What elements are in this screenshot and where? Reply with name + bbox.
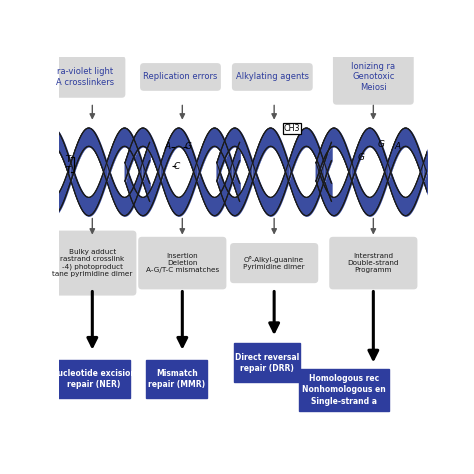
FancyBboxPatch shape — [138, 237, 227, 289]
FancyBboxPatch shape — [48, 231, 137, 296]
Text: Direct reversal
repair (DRR): Direct reversal repair (DRR) — [235, 353, 299, 373]
Text: O⁶-Alkyl-guanine
Pyrimidine dimer: O⁶-Alkyl-guanine Pyrimidine dimer — [243, 256, 305, 270]
FancyBboxPatch shape — [140, 63, 221, 91]
FancyBboxPatch shape — [299, 369, 389, 411]
Text: ra-violet light
A crosslinkers: ra-violet light A crosslinkers — [56, 67, 114, 87]
Text: Mismatch
repair (MMR): Mismatch repair (MMR) — [148, 369, 205, 389]
Text: Ionizing ra
Genotoxic
Meiosi: Ionizing ra Genotoxic Meiosi — [351, 62, 395, 92]
FancyBboxPatch shape — [232, 63, 313, 91]
Text: T: T — [64, 165, 70, 174]
Text: A: A — [394, 142, 400, 151]
Text: Interstrand
Double-strand
Programm: Interstrand Double-strand Programm — [347, 253, 399, 273]
FancyBboxPatch shape — [58, 360, 130, 398]
Text: Homologous rec
Nonhomologous en
Single-strand a: Homologous rec Nonhomologous en Single-s… — [302, 374, 386, 406]
FancyBboxPatch shape — [230, 243, 318, 283]
Text: CH3: CH3 — [284, 124, 301, 133]
Text: A: A — [164, 142, 171, 151]
FancyBboxPatch shape — [146, 360, 207, 398]
Text: C: C — [173, 162, 180, 171]
FancyBboxPatch shape — [234, 343, 300, 382]
Text: G: G — [358, 153, 365, 162]
FancyBboxPatch shape — [329, 237, 418, 289]
Text: Bulky adduct
rastrand crosslink
-4) photoproduct
tane pyrimidine dimer: Bulky adduct rastrand crosslink -4) phot… — [52, 249, 133, 277]
Text: Alkylating agents: Alkylating agents — [236, 73, 309, 82]
FancyBboxPatch shape — [45, 56, 125, 98]
Text: Insertion
Deletion
A-G/T-C mismatches: Insertion Deletion A-G/T-C mismatches — [146, 253, 219, 273]
Text: G: G — [377, 140, 384, 149]
FancyBboxPatch shape — [333, 49, 414, 105]
Text: G: G — [184, 142, 191, 151]
Text: Replication errors: Replication errors — [143, 73, 218, 82]
Text: nucleotide excision
repair (NER): nucleotide excision repair (NER) — [52, 369, 136, 389]
Text: T: T — [64, 155, 70, 164]
